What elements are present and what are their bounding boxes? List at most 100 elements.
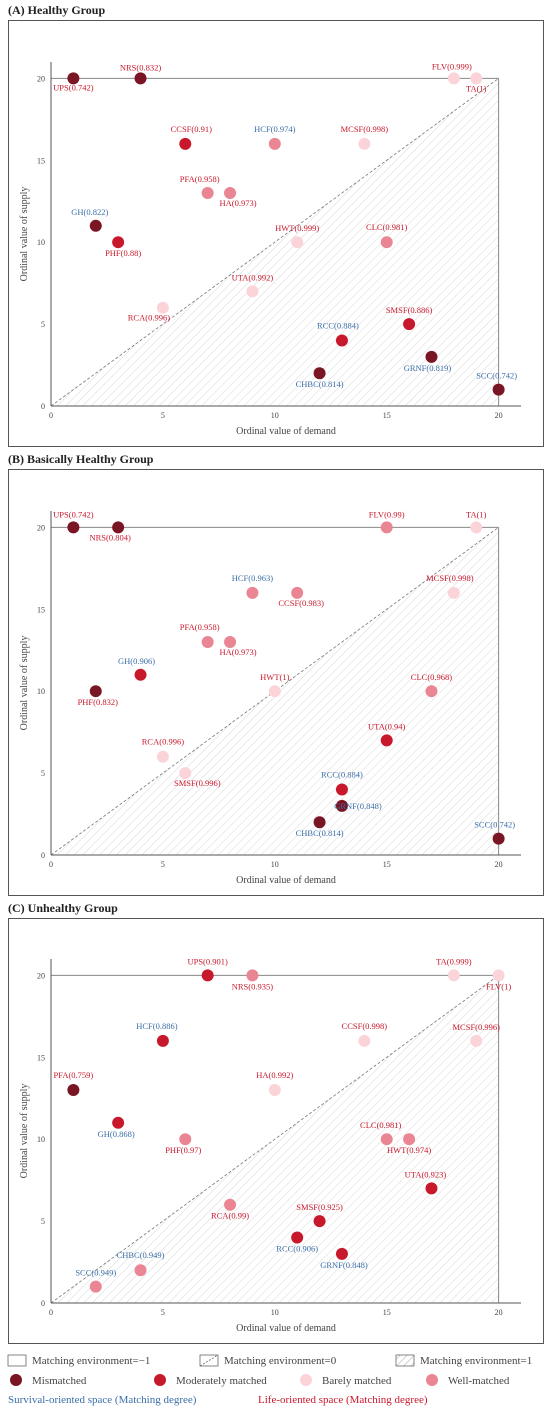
data-point-barely (246, 285, 259, 298)
data-point-label: GH(0.822) (71, 207, 108, 217)
y-tick-label: 0 (41, 402, 45, 411)
y-tick-label: 10 (37, 687, 45, 696)
data-point-label: FLV(1) (486, 981, 511, 991)
panel-b-basically-healthy-group: 0 5 10 15 20 0 5 10 15 20 Ordinal value of demand O… (8, 469, 544, 896)
scatter-plot-c: 0 5 10 15 20 0 5 10 15 20 Ordinal value of demand O… (19, 956, 521, 1334)
x-tick-label: 5 (161, 1308, 165, 1317)
legend-barely-label: Barely matched (322, 1375, 392, 1387)
legend-life-label: Life-oriented space (Matching degree) (258, 1394, 428, 1406)
x-tick-label: 20 (495, 860, 503, 869)
data-point-well (224, 636, 237, 649)
x-tick-label: 15 (383, 1308, 391, 1317)
data-point-label: CLC(0.981) (360, 1120, 401, 1130)
data-point-well (403, 1133, 416, 1146)
data-point-mismatched (134, 72, 147, 85)
legend-env-1-label: Matching environment=1 (420, 1355, 532, 1367)
data-point-label: RCC(0.906) (276, 1243, 318, 1253)
data-point-mismatched (89, 219, 102, 232)
x-tick-label: 0 (49, 411, 53, 420)
x-tick-label: 5 (161, 860, 165, 869)
data-point-well (179, 1133, 192, 1146)
data-point-moderately (112, 236, 125, 249)
y-axis-label: Ordinal value of supply (19, 1084, 30, 1179)
data-point-barely (447, 969, 460, 982)
data-point-mismatched (313, 816, 326, 829)
data-point-label: SCC(0.742) (474, 820, 515, 830)
data-point-well (224, 1198, 237, 1211)
data-point-mismatched (67, 72, 80, 85)
x-axis-label: Ordinal value of demand (236, 875, 336, 886)
data-point-label: MCSF(0.996) (453, 1022, 501, 1032)
y-tick-label: 15 (37, 1053, 45, 1062)
data-point-barely (492, 969, 505, 982)
legend-dot-moderately (154, 1374, 166, 1386)
data-point-label: PHF(0.88) (105, 248, 141, 258)
x-tick-label: 20 (495, 1308, 503, 1317)
legend-mismatched-label: Mismatched (32, 1375, 87, 1387)
data-point-label: GH(0.868) (98, 1129, 135, 1139)
data-point-barely (291, 236, 304, 249)
data-point-label: RCA(0.996) (142, 737, 184, 747)
data-point-moderately (335, 783, 348, 796)
data-point-label: GRNF(0.848) (334, 801, 382, 811)
data-point-mismatched (112, 521, 125, 534)
y-tick-label: 20 (37, 74, 45, 83)
x-tick-label: 0 (49, 860, 53, 869)
data-point-label: CCSF(0.998) (342, 1021, 388, 1031)
data-point-label: CCSF(0.91) (171, 124, 212, 134)
data-point-label: FLV(0.99) (369, 509, 405, 519)
data-point-well (224, 187, 237, 200)
data-point-barely (156, 750, 169, 763)
data-point-moderately (335, 334, 348, 347)
data-point-label: NRS(0.832) (120, 62, 161, 72)
data-point-well (246, 969, 259, 982)
data-point-label: SMSF(0.925) (296, 1202, 343, 1212)
legend: Matching environment=−1 Matching environ… (0, 1352, 550, 1413)
x-tick-label: 15 (383, 411, 391, 420)
data-point-barely (470, 1034, 483, 1047)
data-point-mismatched (425, 350, 438, 363)
panel-b-title: (B) Basically Healthy Group (8, 452, 154, 466)
data-point-mismatched (67, 521, 80, 534)
data-point-barely (470, 521, 483, 534)
data-point-label: RCC(0.884) (317, 320, 359, 330)
data-point-well (246, 586, 259, 599)
scatter-plot-a: 0 5 10 15 20 0 5 10 15 20 Ordinal value of demand O… (19, 61, 521, 437)
data-point-mismatched (67, 1084, 80, 1097)
legend-env-minus1-label: Matching environment=−1 (32, 1355, 150, 1367)
x-axis-label: Ordinal value of demand (236, 426, 336, 437)
data-point-label: PHF(0.97) (165, 1145, 201, 1155)
data-point-label: UTA(0.992) (232, 272, 274, 282)
data-point-label: HWT(0.999) (275, 223, 319, 233)
data-point-moderately (156, 1034, 169, 1047)
data-point-well (89, 1280, 102, 1293)
data-point-label: HA(0.973) (220, 198, 257, 208)
legend-survival-label: Survival-oriented space (Matching degree… (8, 1394, 197, 1406)
data-point-label: CHBC(0.814) (296, 379, 344, 389)
data-point-label: MCSF(0.998) (341, 124, 389, 134)
legend-dot-mismatched (10, 1374, 22, 1386)
legend-moderately-label: Moderately matched (176, 1375, 267, 1387)
data-point-label: GH(0.906) (118, 656, 155, 666)
data-point-well (380, 1133, 393, 1146)
x-tick-label: 10 (271, 860, 279, 869)
data-point-label: RCC(0.884) (321, 769, 363, 779)
data-point-label: PFA(0.958) (180, 622, 220, 632)
x-axis-label: Ordinal value of demand (236, 1323, 336, 1334)
data-point-moderately (201, 969, 214, 982)
data-point-label: HWT(0.974) (387, 1145, 431, 1155)
scatter-plot-b: 0 5 10 15 20 0 5 10 15 20 Ordinal value of demand O… (19, 509, 521, 886)
data-point-moderately (335, 1247, 348, 1260)
data-point-label: TA(1) (466, 509, 487, 519)
data-point-label: UTA(0.94) (368, 721, 405, 731)
data-point-label: HCF(0.963) (232, 573, 273, 583)
data-point-label: PFA(0.958) (180, 174, 220, 184)
data-point-label: TA(0.999) (436, 956, 472, 966)
y-tick-label: 20 (37, 523, 45, 532)
data-point-moderately (425, 1182, 438, 1195)
y-tick-label: 20 (37, 971, 45, 980)
data-point-label: UPS(0.742) (53, 509, 94, 519)
x-tick-label: 10 (271, 1308, 279, 1317)
data-point-label: HWT(1) (260, 672, 289, 682)
x-tick-label: 20 (495, 411, 503, 420)
